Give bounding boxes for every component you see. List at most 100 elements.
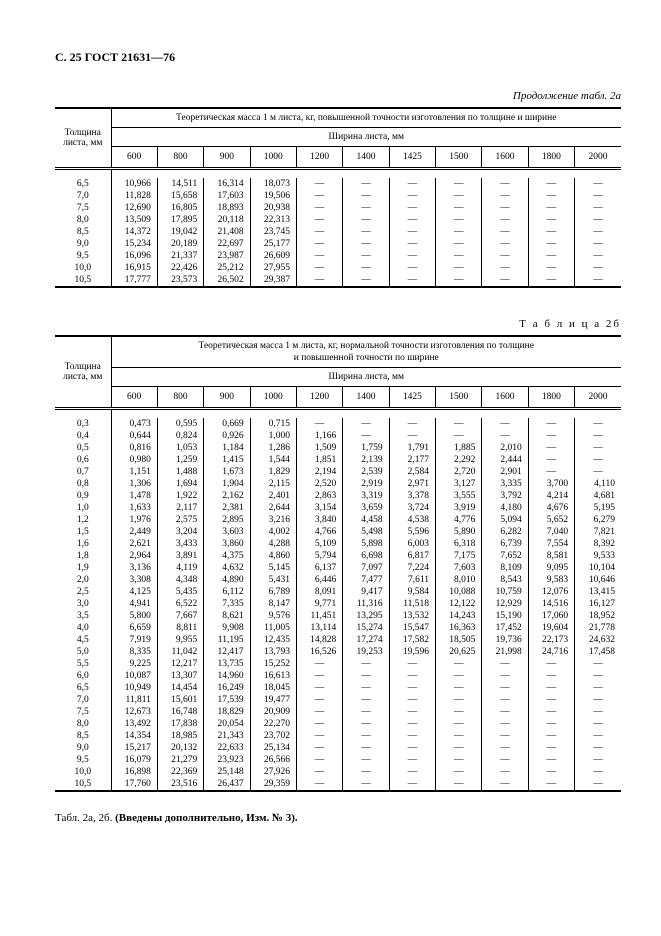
value-cell: — <box>436 274 482 287</box>
value-cell: — <box>528 250 574 262</box>
value-cell: — <box>296 682 342 694</box>
value-cell: 14,372 <box>111 226 157 238</box>
width-subheader-b: Ширина листа, мм <box>111 368 621 387</box>
value-cell: 1,885 <box>436 442 482 454</box>
table-row: 5,08,33511,04212,41713,79316,52619,25319… <box>55 646 621 658</box>
value-cell: 12,929 <box>482 598 528 610</box>
value-cell: 16,915 <box>111 262 157 274</box>
thickness-cell: 10,0 <box>55 766 111 778</box>
value-cell: 1,306 <box>111 478 157 490</box>
value-cell: — <box>343 706 389 718</box>
value-cell: 1,976 <box>111 514 157 526</box>
thickness-cell: 9,0 <box>55 238 111 250</box>
value-cell: — <box>482 766 528 778</box>
value-cell: 12,122 <box>436 598 482 610</box>
table-2b-title-1: Теоретическая масса 1 м листа, кг, норма… <box>111 336 621 352</box>
value-cell: 8,811 <box>157 622 203 634</box>
value-cell: 8,109 <box>482 562 528 574</box>
value-cell: 22,697 <box>204 238 250 250</box>
value-cell: 17,582 <box>389 634 435 646</box>
value-cell: 0,473 <box>111 418 157 430</box>
value-cell: — <box>482 694 528 706</box>
value-cell: — <box>482 658 528 670</box>
value-cell: — <box>482 718 528 730</box>
value-cell: 4,180 <box>482 502 528 514</box>
value-cell: 2,444 <box>482 454 528 466</box>
value-cell: 7,040 <box>528 526 574 538</box>
value-cell: — <box>389 226 435 238</box>
value-cell: 3,378 <box>389 490 435 502</box>
value-cell: — <box>482 706 528 718</box>
value-cell: — <box>436 730 482 742</box>
value-cell: 14,511 <box>157 178 203 190</box>
thickness-cell: 8,5 <box>55 226 111 238</box>
value-cell: 17,539 <box>204 694 250 706</box>
thickness-cell: 1,5 <box>55 526 111 538</box>
value-cell: 20,054 <box>204 718 250 730</box>
value-cell: 15,252 <box>250 658 296 670</box>
value-cell: — <box>575 706 621 718</box>
thickness-cell: 7,5 <box>55 202 111 214</box>
value-cell: 2,449 <box>111 526 157 538</box>
value-cell: — <box>482 418 528 430</box>
value-cell: 1,478 <box>111 490 157 502</box>
value-cell: — <box>389 742 435 754</box>
value-cell: 4,119 <box>157 562 203 574</box>
value-cell: — <box>343 718 389 730</box>
value-cell: 4,110 <box>575 478 621 490</box>
width-col-1600: 1600 <box>482 387 528 409</box>
table-row: 8,514,35418,98521,34323,702——————— <box>55 730 621 742</box>
value-cell: — <box>575 694 621 706</box>
value-cell: 13,295 <box>343 610 389 622</box>
value-cell: — <box>528 238 574 250</box>
value-cell: — <box>296 274 342 287</box>
value-cell: — <box>528 682 574 694</box>
value-cell: — <box>482 214 528 226</box>
value-cell: — <box>296 766 342 778</box>
value-cell: 13,114 <box>296 622 342 634</box>
value-cell: 1,922 <box>157 490 203 502</box>
value-cell: — <box>575 778 621 791</box>
value-cell: — <box>436 238 482 250</box>
value-cell: — <box>482 238 528 250</box>
value-cell: — <box>528 214 574 226</box>
value-cell: 18,829 <box>204 706 250 718</box>
table-row: 9,516,09621,33723,98726,609——————— <box>55 250 621 262</box>
value-cell: 13,793 <box>250 646 296 658</box>
thickness-cell: 1,0 <box>55 502 111 514</box>
value-cell: — <box>528 658 574 670</box>
value-cell: 16,314 <box>204 178 250 190</box>
value-cell: 13,415 <box>575 586 621 598</box>
col-thickness-header: Толщина листа, мм <box>55 108 111 169</box>
table-2a-continuation-caption: Продолжение табл. 2а <box>55 90 621 102</box>
value-cell: 9,955 <box>157 634 203 646</box>
value-cell: 2,901 <box>482 466 528 478</box>
table-row: 5,59,22512,21713,73515,252——————— <box>55 658 621 670</box>
value-cell: — <box>343 214 389 226</box>
value-cell: — <box>389 418 435 430</box>
value-cell: — <box>343 754 389 766</box>
value-cell: 27,926 <box>250 766 296 778</box>
value-cell: 20,189 <box>157 238 203 250</box>
thickness-cell: 3,0 <box>55 598 111 610</box>
value-cell: 9,533 <box>575 550 621 562</box>
value-cell: 26,566 <box>250 754 296 766</box>
value-cell: 2,863 <box>296 490 342 502</box>
value-cell: 22,270 <box>250 718 296 730</box>
value-cell: 3,216 <box>250 514 296 526</box>
value-cell: 7,652 <box>482 550 528 562</box>
value-cell: 18,045 <box>250 682 296 694</box>
value-cell: 14,828 <box>296 634 342 646</box>
value-cell: 5,109 <box>296 538 342 550</box>
value-cell: 2,117 <box>157 502 203 514</box>
thickness-cell: 1,8 <box>55 550 111 562</box>
value-cell: 6,522 <box>157 598 203 610</box>
value-cell: — <box>389 250 435 262</box>
value-cell: 23,573 <box>157 274 203 287</box>
table-row: 10,016,89822,36925,14827,926——————— <box>55 766 621 778</box>
value-cell: — <box>482 670 528 682</box>
value-cell: 2,115 <box>250 478 296 490</box>
value-cell: — <box>528 178 574 190</box>
value-cell: 0,926 <box>204 430 250 442</box>
value-cell: 12,435 <box>250 634 296 646</box>
